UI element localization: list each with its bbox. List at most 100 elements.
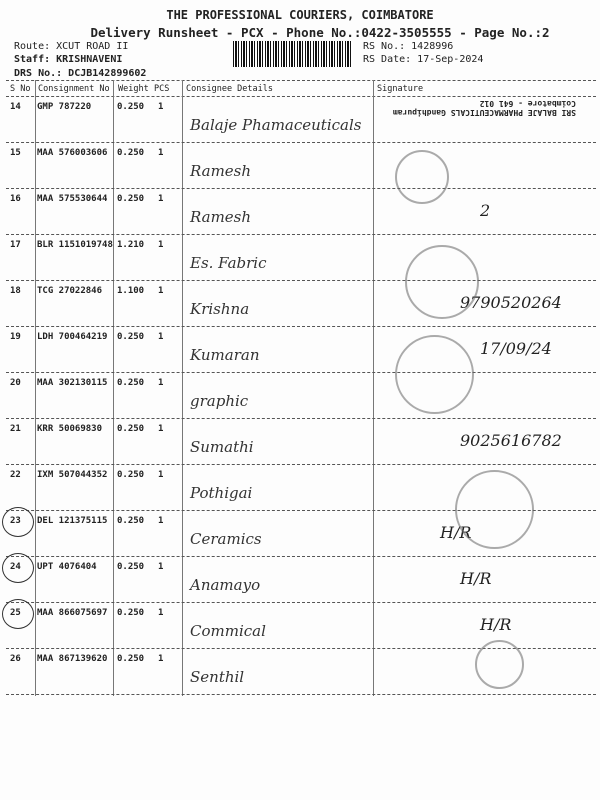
stamp [395,150,449,204]
header-signature: Signature [377,84,424,94]
row-pcs: 1 [158,562,164,572]
pen-circle-mark [2,507,34,537]
row-signature: 17/09/24 [480,339,552,358]
row-weight: 0.250 [117,516,145,526]
row-weight: 0.250 [117,194,145,204]
row-divider [6,556,596,557]
row-consignment-no: TCG 27022846 [37,286,103,296]
row-weight: 0.250 [117,102,145,112]
row-pcs: 1 [158,194,164,204]
header-consignee: Consignee Details [186,84,273,94]
row-pcs: 1 [158,286,164,296]
drs-number: DRS No.: DCJB142899602 [14,68,147,79]
row-weight: 1.210 [117,240,145,250]
row-sno: 15 [10,148,21,158]
divider [6,96,596,97]
column-divider [373,80,374,696]
row-weight: 0.250 [117,562,145,572]
row-sno: 20 [10,378,21,388]
row-pcs: 1 [158,240,164,250]
row-signature-stamp: SRI BALAJE PHARMACEUTICALS Gandhipuram C… [392,99,576,117]
row-pcs: 1 [158,516,164,526]
row-divider [6,326,596,327]
row-consignee: Senthil [190,668,245,686]
row-sno: 19 [10,332,21,342]
row-sno: 16 [10,194,21,204]
row-sno: 21 [10,424,21,434]
row-divider [6,464,596,465]
route: Route: XCUT ROAD II [14,41,129,52]
row-sno: 22 [10,470,21,480]
row-sno: 18 [10,286,21,296]
header-sno: S No [10,84,31,94]
row-consignment-no: GMP 787220 [37,102,92,112]
company-title: THE PROFESSIONAL COURIERS, COIMBATORE [166,8,434,22]
column-divider [35,80,36,696]
row-consignment-no: MAA 302130115 [37,378,108,388]
row-weight: 0.250 [117,424,145,434]
rs-date: RS Date: 17-Sep-2024 [363,54,484,65]
row-divider [6,602,596,603]
row-weight: 0.250 [117,148,145,158]
stamp [405,245,479,319]
row-divider [6,418,596,419]
pen-circle-mark [2,553,34,583]
staff: Staff: KRISHNAVENI [14,54,123,65]
row-sno: 14 [10,102,21,112]
row-consignment-no: MAA 575530644 [37,194,108,204]
pen-circle-mark [2,599,34,629]
row-consignee: Anamayo [190,576,261,594]
row-divider [6,372,596,373]
row-sno: 26 [10,654,21,664]
row-weight: 0.250 [117,654,145,664]
row-consignee: Ceramics [190,530,262,548]
row-pcs: 1 [158,378,164,388]
row-consignee: Pothigai [190,484,253,502]
barcode [233,41,353,67]
stamp [475,640,524,689]
row-divider [6,234,596,235]
row-consignment-no: IXM 507044352 [37,470,108,480]
row-signature: H/R [460,569,492,588]
row-pcs: 1 [158,608,164,618]
runsheet-subtitle: Delivery Runsheet - PCX - Phone No.:0422… [90,25,550,40]
row-divider [6,280,596,281]
row-divider [6,188,596,189]
row-consignee: Ramesh [190,162,252,180]
row-pcs: 1 [158,332,164,342]
header-consignment: Consignment No [38,84,110,94]
row-consignee: Ramesh [190,208,252,226]
row-consignment-no: UPT 4076404 [37,562,97,572]
column-divider [182,80,183,696]
row-pcs: 1 [158,102,164,112]
row-consignment-no: LDH 700464219 [37,332,108,342]
row-pcs: 1 [158,470,164,480]
row-sno: 17 [10,240,21,250]
row-weight: 0.250 [117,332,145,342]
rs-number: RS No.: 1428996 [363,41,454,52]
column-divider [113,80,114,696]
row-pcs: 1 [158,424,164,434]
row-consignment-no: MAA 867139620 [37,654,108,664]
row-consignee: Sumathi [190,438,254,456]
stamp [455,470,534,549]
row-weight: 0.250 [117,608,145,618]
row-divider [6,510,596,511]
row-consignee: Commical [190,622,266,640]
row-consignee: Balaje Phamaceuticals [190,116,362,134]
row-divider [6,694,596,695]
row-consignment-no: MAA 576003606 [37,148,108,158]
row-signature: 9025616782 [460,431,562,450]
row-consignee: graphic [190,392,249,410]
row-signature: H/R [480,615,512,634]
row-weight: 0.250 [117,470,145,480]
row-divider [6,142,596,143]
row-consignment-no: KRR 50069830 [37,424,103,434]
row-pcs: 1 [158,148,164,158]
row-weight: 0.250 [117,378,145,388]
row-consignee: Kumaran [190,346,260,364]
row-pcs: 1 [158,654,164,664]
row-consignment-no: DEL 121375115 [37,516,108,526]
row-consignee: Krishna [190,300,250,318]
